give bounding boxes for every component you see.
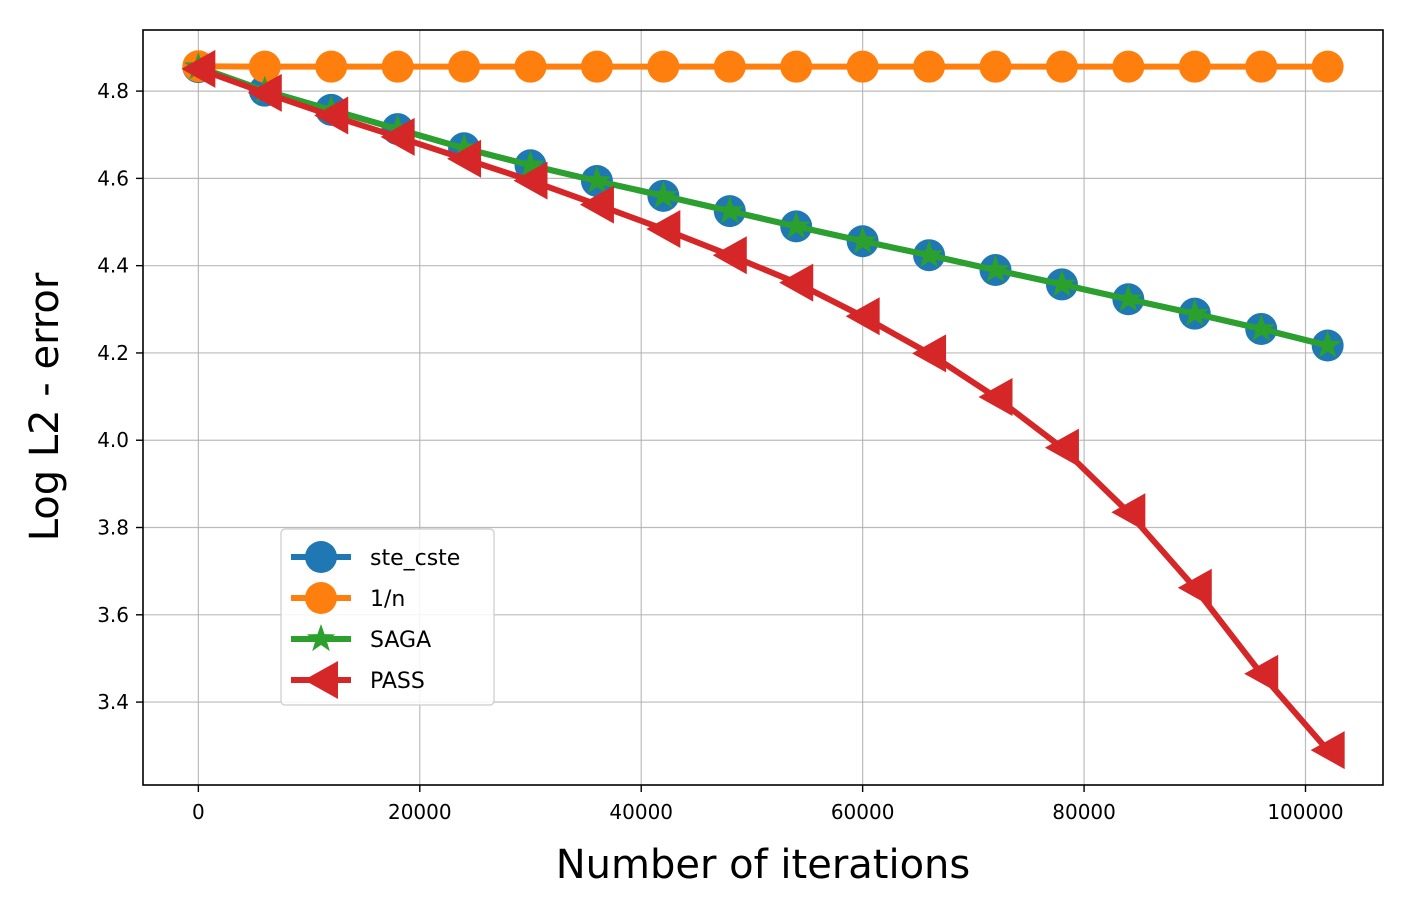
data-point: [848, 226, 877, 254]
data-point: [781, 211, 811, 239]
legend-marker: [304, 661, 338, 699]
x-tick-label: 20000: [388, 800, 452, 824]
x-axis-title: Number of iterations: [556, 842, 971, 888]
data-point: [978, 378, 1013, 417]
data-point: [913, 50, 946, 83]
data-point: [516, 150, 545, 178]
data-point: [1177, 568, 1212, 607]
legend-label: PASS: [370, 669, 425, 694]
data-point: [1114, 284, 1143, 312]
data-point: [846, 50, 879, 83]
data-point: [1045, 50, 1078, 83]
data-point: [649, 180, 678, 208]
data-point: [1311, 50, 1344, 83]
data-point: [912, 334, 947, 373]
y-tick-label: 4.4: [97, 254, 129, 278]
axis-ticks: 0 20000 40000 60000 80000 100000 3.4 3.6 3.8 4.0 4…: [97, 79, 1343, 824]
data-point: [513, 161, 548, 200]
data-point: [181, 49, 216, 88]
legend-marker: [306, 624, 336, 652]
legend-box: [280, 528, 495, 706]
data-point: [447, 139, 482, 178]
data-point: [1047, 269, 1077, 297]
y-tick-label: 4.6: [97, 166, 129, 190]
y-tick-label: 3.6: [97, 603, 129, 627]
data-point: [780, 50, 813, 83]
y-tick-label: 4.0: [97, 428, 129, 452]
data-point: [514, 50, 547, 83]
data-point: [1313, 330, 1342, 358]
data-point: [314, 96, 349, 135]
data-point: [1310, 731, 1345, 770]
data-point: [646, 210, 681, 249]
data-point: [1245, 50, 1278, 83]
data-point: [712, 236, 747, 275]
data-point: [1112, 50, 1145, 83]
legend-item: PASS: [291, 661, 425, 699]
data-point: [380, 117, 415, 156]
series-4: [181, 49, 1345, 770]
data-point: [248, 50, 281, 83]
data-point: [247, 73, 282, 112]
data-point: [1244, 654, 1279, 693]
data-point: [1178, 50, 1211, 83]
legend-label: ste_cste: [370, 546, 460, 571]
data-point: [381, 50, 414, 83]
legend-item: ste_cste: [291, 541, 460, 573]
y-tick-label: 3.8: [97, 516, 129, 540]
data-point: [1246, 313, 1276, 342]
data-point: [914, 240, 944, 268]
legend-item: 1/n: [291, 582, 405, 614]
x-tick-label: 40000: [609, 800, 673, 824]
y-axis-title: Log L2 - error: [22, 272, 68, 541]
data-point: [1111, 493, 1146, 532]
data-point: [1044, 428, 1079, 467]
y-tick-label: 4.8: [97, 79, 129, 103]
legend-marker: [305, 541, 337, 573]
data-point: [1180, 298, 1210, 326]
data-point: [979, 50, 1012, 83]
x-tick-label: 80000: [1052, 800, 1116, 824]
data-point: [779, 263, 814, 302]
legend-marker: [305, 582, 337, 614]
y-tick-label: 4.2: [97, 341, 129, 365]
data-point: [981, 255, 1010, 283]
grid: [143, 30, 1383, 785]
data-point: [580, 50, 613, 83]
data-point: [713, 50, 746, 83]
data-point: [582, 166, 612, 194]
x-tick-label: 100000: [1267, 800, 1343, 824]
data-point: [579, 185, 614, 224]
x-tick-label: 0: [192, 800, 205, 824]
data-point: [845, 297, 880, 336]
legend-label: 1/n: [370, 587, 405, 612]
data-point: [448, 50, 481, 83]
data-point: [449, 133, 479, 161]
data-point: [715, 196, 745, 224]
legend-item: SAGA: [291, 624, 431, 653]
legend-label: SAGA: [370, 628, 431, 653]
data-point: [315, 50, 348, 83]
y-tick-label: 3.4: [97, 690, 129, 714]
x-tick-label: 60000: [831, 800, 895, 824]
data-point: [647, 50, 680, 83]
plot-frame: [142, 29, 1384, 786]
plot-series: [181, 49, 1345, 770]
legend: ste_cste 1/n SAGA PASS: [280, 528, 495, 706]
